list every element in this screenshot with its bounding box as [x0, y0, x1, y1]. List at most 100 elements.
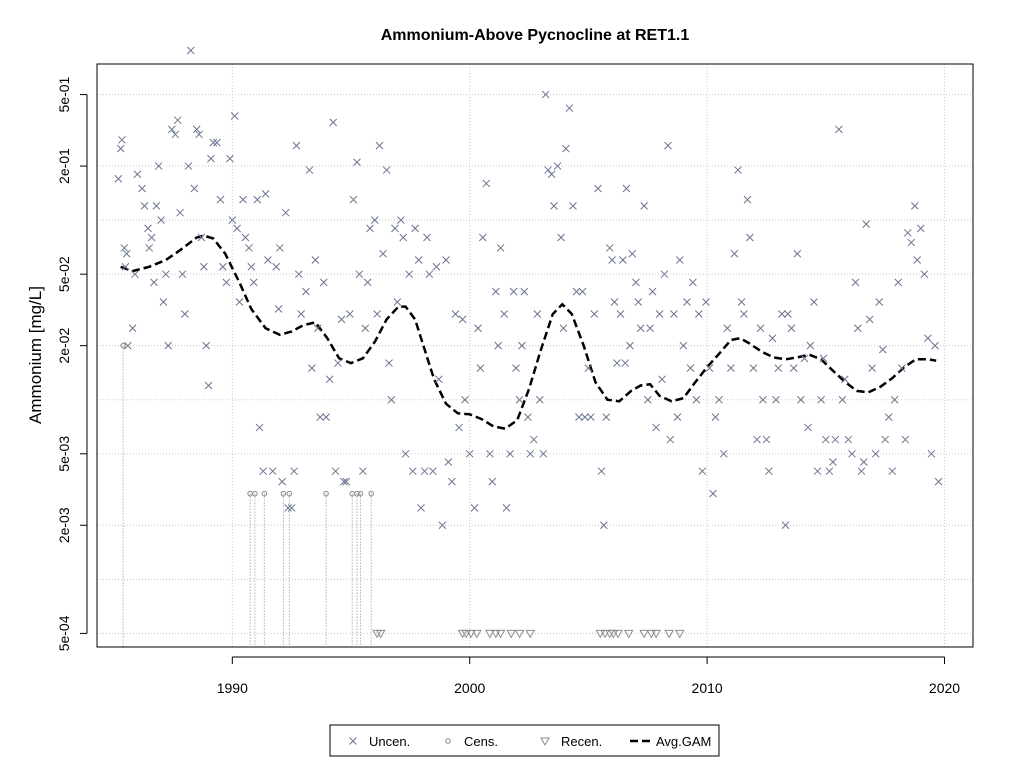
uncensored-point — [670, 310, 678, 318]
uncensored-point — [186, 46, 195, 55]
uncensored-point — [171, 130, 180, 139]
uncensored-point — [239, 195, 247, 204]
uncensored-point — [854, 324, 862, 333]
uncensored-point — [121, 262, 130, 271]
uncensored-point — [458, 315, 467, 324]
recensored-point — [471, 629, 482, 639]
uncensored-point — [825, 467, 834, 476]
uncensored-point — [778, 310, 786, 318]
gam-series — [120, 234, 937, 431]
uncensored-point — [233, 224, 241, 233]
recensored-point — [506, 629, 517, 639]
uncensored-point — [835, 125, 843, 134]
uncensored-point — [673, 413, 682, 421]
uncensored-point — [292, 141, 301, 150]
legend-box — [329, 724, 720, 757]
uncensored-point — [547, 170, 556, 179]
uncensored-point — [920, 270, 929, 279]
uncensored-point — [491, 287, 500, 296]
censored-point — [286, 490, 293, 497]
uncensored-point — [297, 310, 306, 318]
uncensored-point — [759, 395, 767, 404]
uncensored-point — [465, 449, 474, 458]
y-tick-label: 2e-02 — [56, 328, 72, 364]
uncensored-point — [862, 220, 871, 228]
recensored-point — [639, 629, 650, 639]
uncensored-point — [553, 162, 562, 170]
uncensored-point — [817, 395, 825, 404]
uncensored-point — [202, 341, 211, 350]
uncensored-point — [851, 278, 860, 287]
censored-point — [354, 490, 360, 497]
uncensored-point — [550, 202, 558, 210]
uncensored-point — [284, 504, 292, 512]
uncensored-point — [840, 375, 849, 384]
uncensored-point — [913, 256, 922, 264]
uncensored-point — [325, 375, 334, 384]
uncensored-point — [679, 341, 688, 350]
uncensored-point — [302, 287, 310, 296]
uncensored-point — [361, 324, 370, 333]
censored-point — [120, 342, 126, 349]
uncensored-point — [274, 305, 283, 313]
uncensored-point — [145, 244, 154, 252]
uncensored-point — [255, 423, 264, 432]
uncensored-point — [768, 334, 777, 343]
uncensored-point — [541, 90, 550, 99]
y-axis-label: Ammonium [mg/L] — [26, 286, 45, 424]
uncensored-point — [689, 278, 697, 287]
y-tick-label: 5e-02 — [56, 256, 72, 292]
uncensored-point — [482, 179, 491, 188]
uncensored-point — [859, 458, 868, 466]
uncensored-point — [652, 423, 660, 432]
uncensored-point — [829, 458, 837, 466]
uncensored-point — [529, 435, 538, 444]
uncensored-point — [401, 449, 410, 458]
uncensored-point — [420, 467, 429, 476]
uncensored-point — [787, 324, 796, 333]
uncensored-point — [150, 278, 158, 287]
y-tick-label: 2e-03 — [56, 507, 72, 543]
uncensored-point — [610, 298, 619, 306]
uncensored-point — [924, 334, 932, 343]
uncensored-point — [559, 324, 568, 333]
uncensored-point — [147, 233, 156, 242]
uncensored-point — [660, 270, 669, 279]
y-tick-label: 5e-04 — [56, 615, 72, 651]
recensored-point — [646, 629, 657, 639]
uncensored-point — [793, 249, 802, 258]
legend-label: Recen. — [561, 734, 602, 749]
uncensored-point — [154, 162, 163, 170]
gam-line — [120, 234, 937, 431]
uncensored-point — [621, 359, 630, 367]
uncensored-point — [518, 341, 526, 350]
recensored-point — [600, 629, 610, 639]
uncensored-point — [743, 195, 752, 204]
uncensored-point — [272, 262, 281, 271]
uncensored-point — [204, 381, 213, 390]
uncensored-point — [934, 477, 943, 486]
uncensored-point — [180, 310, 189, 318]
uncensored-point — [322, 413, 330, 421]
uncensored-point — [590, 310, 599, 318]
uncensored-point — [140, 202, 149, 210]
uncensored-point — [329, 118, 338, 127]
uncensored-point — [894, 278, 903, 287]
uncensored-point — [494, 341, 503, 350]
uncensored-point — [903, 228, 912, 237]
uncensored-point — [144, 224, 152, 233]
y-tick-label: 2e-01 — [56, 148, 72, 184]
uncensored-point — [781, 521, 790, 530]
uncensored-point — [711, 413, 720, 421]
uncensored-point — [478, 233, 487, 242]
uncensored-point — [435, 375, 443, 384]
uncensored-point — [890, 395, 899, 404]
uncensored-point — [806, 341, 815, 350]
uncensored-point — [316, 413, 325, 421]
uncensored-point — [444, 458, 453, 466]
uncensored-point — [715, 395, 723, 404]
uncensored-point — [197, 233, 206, 242]
y-tick-label: 5e-01 — [56, 76, 72, 112]
uncensored-point — [128, 324, 137, 333]
uncensored-point — [520, 287, 529, 296]
